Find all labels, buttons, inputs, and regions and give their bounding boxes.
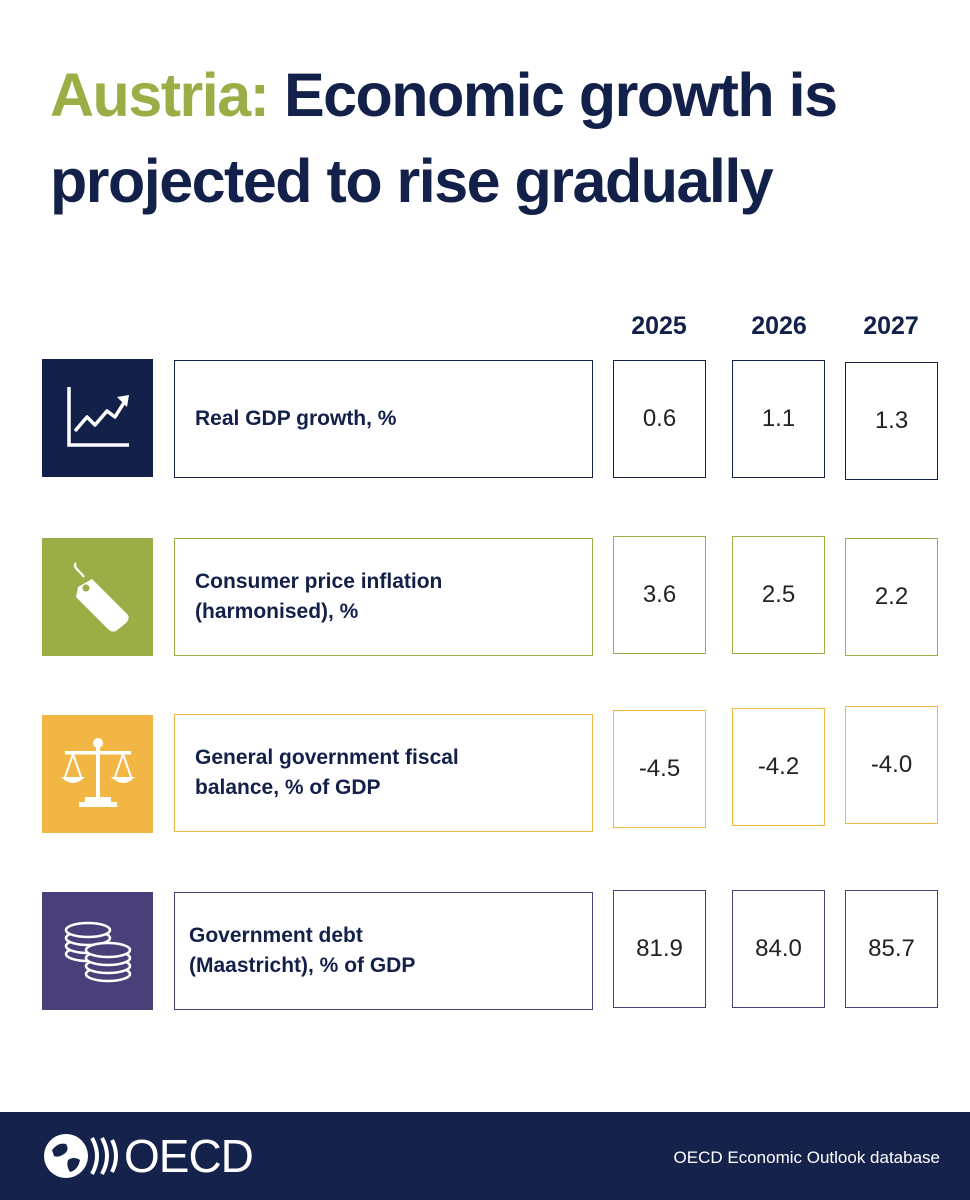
- row-label-gdp-line1: Real GDP growth, %: [195, 407, 397, 430]
- value-gdp-2025: 0.6: [613, 360, 706, 478]
- value-fiscal-2025: -4.5: [613, 710, 706, 828]
- row-label-fiscal: General government fiscal balance, % of …: [174, 714, 593, 832]
- row-label-inflation-line2: (harmonised), %: [195, 600, 359, 623]
- oecd-logo-text: OECD: [124, 1130, 254, 1182]
- value-gdp-2027: 1.3: [845, 362, 938, 480]
- row-label-inflation: Consumer price inflation (harmonised), %: [174, 538, 593, 656]
- title-line-1-rest: Economic growth is: [283, 61, 838, 129]
- title-line-2: projected to rise gradually: [50, 147, 774, 215]
- row-label-debt-line1: Government debt: [189, 924, 363, 947]
- row-label-inflation-line1: Consumer price inflation: [195, 570, 443, 593]
- value-gdp-2026: 1.1: [732, 360, 825, 478]
- year-header-2027: 2027: [863, 312, 919, 340]
- row-label-fiscal-line1: General government fiscal: [195, 746, 459, 769]
- source-note: OECD Economic Outlook database: [673, 1148, 940, 1167]
- value-inflation-2026: 2.5: [732, 536, 825, 654]
- oecd-globe-icon: [44, 1134, 118, 1178]
- page-title: Austria: Economic growth is projected to…: [50, 52, 930, 224]
- value-inflation-2025: 3.6: [613, 536, 706, 654]
- footer-bar: OECD OECD Economic Outlook database: [0, 1112, 970, 1200]
- price-tag-icon: [73, 562, 129, 632]
- value-debt-2025: 81.9: [613, 890, 706, 1008]
- balance-scale-icon: [60, 738, 135, 807]
- title-line-1: Austria: Economic growth is: [50, 52, 930, 138]
- row-label-debt: Government debt (Maastricht), % of GDP: [174, 892, 593, 1010]
- value-fiscal-2026: -4.2: [732, 708, 825, 826]
- line-chart-icon: [66, 387, 129, 447]
- year-header-2025: 2025: [631, 312, 687, 340]
- year-header-2026: 2026: [751, 312, 807, 340]
- value-fiscal-2027: -4.0: [845, 706, 938, 824]
- value-debt-2026: 84.0: [732, 890, 825, 1008]
- coins-icon: [64, 921, 131, 983]
- inflation-icon-tile: [42, 538, 153, 656]
- value-debt-2027: 85.7: [845, 890, 938, 1008]
- title-country: Austria:: [50, 61, 270, 129]
- row-label-fiscal-line2: balance, % of GDP: [195, 776, 381, 799]
- row-label-debt-line2: (Maastricht), % of GDP: [189, 954, 416, 977]
- fiscal-icon-tile: [42, 715, 153, 833]
- oecd-logo: OECD: [42, 1130, 254, 1182]
- row-label-gdp: Real GDP growth, %: [174, 360, 593, 478]
- debt-icon-tile: [42, 892, 153, 1010]
- gdp-icon-tile: [42, 359, 153, 477]
- value-inflation-2027: 2.2: [845, 538, 938, 656]
